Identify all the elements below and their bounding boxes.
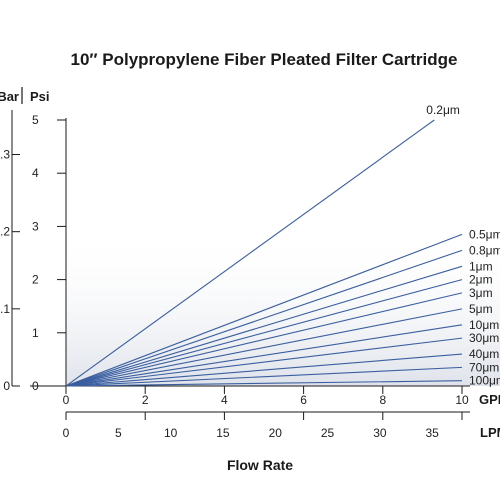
gpm-tick-label: 10 bbox=[455, 393, 469, 407]
series-label: 5μm bbox=[469, 302, 493, 316]
gpm-tick-label: 0 bbox=[63, 393, 70, 407]
chart-title: 10″ Polypropylene Fiber Pleated Filter C… bbox=[71, 50, 458, 69]
series-line bbox=[66, 380, 463, 387]
gpm-unit-label: GPM bbox=[479, 392, 500, 407]
series-label: 40μm bbox=[469, 347, 499, 361]
psi-tick-label: 5 bbox=[32, 113, 39, 127]
bar-tick-label: 0.1 bbox=[0, 302, 10, 316]
series-line bbox=[66, 292, 463, 387]
series-label: 2μm bbox=[469, 273, 493, 287]
series-line bbox=[66, 353, 463, 387]
series-label: 0.8μm bbox=[469, 243, 500, 257]
series-label: 100μm bbox=[469, 374, 500, 388]
series-line bbox=[66, 279, 463, 387]
series-line bbox=[66, 249, 463, 387]
series-line bbox=[66, 324, 463, 387]
psi-tick-label: 0 bbox=[32, 379, 39, 393]
psi-tick-label: 1 bbox=[32, 326, 39, 340]
lpm-tick-label: 10 bbox=[164, 426, 178, 440]
series-line bbox=[66, 308, 463, 387]
lpm-unit-label: LPM bbox=[480, 425, 500, 440]
lpm-tick-label: 5 bbox=[115, 426, 122, 440]
gpm-tick-label: 6 bbox=[300, 393, 307, 407]
lpm-tick-label: 30 bbox=[373, 426, 387, 440]
series-line bbox=[66, 265, 463, 387]
lpm-tick-label: 35 bbox=[426, 426, 440, 440]
x-axis-title: Flow Rate bbox=[227, 457, 293, 473]
series-line bbox=[66, 233, 463, 387]
series-label: 0.2μm bbox=[426, 103, 460, 117]
lpm-tick-label: 0 bbox=[63, 426, 70, 440]
gpm-tick-label: 8 bbox=[379, 393, 386, 407]
series-line bbox=[66, 337, 463, 387]
plot-shading bbox=[66, 230, 500, 386]
lpm-tick-label: 15 bbox=[216, 426, 230, 440]
gpm-tick-label: 4 bbox=[221, 393, 228, 407]
bar-tick-label: 0.3 bbox=[0, 148, 10, 162]
bar-tick-label: 0.2 bbox=[0, 225, 10, 239]
lpm-tick-label: 25 bbox=[321, 426, 335, 440]
series-label: 70μm bbox=[469, 360, 499, 374]
axes: Psi Bar 0 1 2 3 4 5 0 0.1 0.2 0.3 0 2 4 6 8 10 GPM 0 5 10 15 20… bbox=[0, 87, 500, 440]
series-label: 3μm bbox=[469, 286, 493, 300]
series-label: 0.5μm bbox=[469, 227, 500, 241]
gpm-tick-label: 2 bbox=[142, 393, 149, 407]
bar-tick-label: 0 bbox=[3, 379, 10, 393]
series-label: 30μm bbox=[469, 331, 499, 345]
series-line bbox=[66, 366, 463, 387]
series-lines bbox=[66, 119, 463, 387]
psi-tick-label: 3 bbox=[32, 219, 39, 233]
series-label: 1μm bbox=[469, 259, 493, 273]
lpm-tick-label: 20 bbox=[269, 426, 283, 440]
series-line bbox=[66, 119, 435, 387]
bar-axis-title: Bar bbox=[0, 89, 19, 104]
psi-tick-label: 2 bbox=[32, 273, 39, 287]
series-label: 10μm bbox=[469, 318, 499, 332]
psi-axis-title: Psi bbox=[30, 89, 50, 104]
psi-tick-label: 4 bbox=[32, 166, 39, 180]
